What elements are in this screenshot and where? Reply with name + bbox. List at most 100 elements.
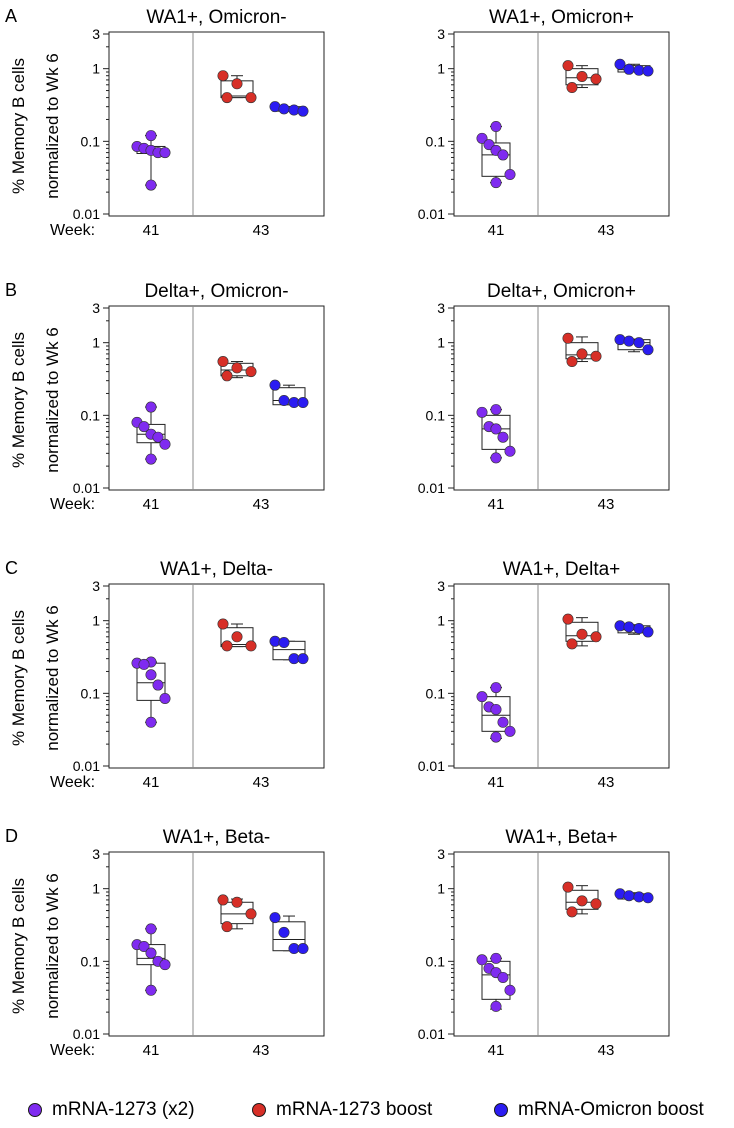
- data-point: [504, 984, 516, 996]
- data-point: [476, 691, 488, 703]
- plot-frame: [108, 305, 325, 491]
- panel-title: Delta+, Omicron+: [487, 281, 636, 302]
- panel-title: WA1+, Delta-: [160, 559, 273, 580]
- week-axis-label: Week:: [50, 1042, 95, 1059]
- x-tick-label: 41: [143, 1042, 160, 1059]
- data-point: [476, 406, 488, 418]
- data-point: [490, 423, 502, 435]
- panel-title: WA1+, Omicron-: [146, 7, 286, 28]
- y-tick-label: 3: [92, 578, 100, 594]
- legend-item-mrna-1273-x2: mRNA-1273 (x2): [28, 1099, 195, 1121]
- data-point: [566, 356, 578, 368]
- data-point: [217, 618, 229, 630]
- data-point: [245, 640, 257, 652]
- data-point: [497, 971, 509, 983]
- series-mrna-1273-x2: [476, 404, 516, 464]
- y-tick-label: 0.1: [81, 407, 101, 423]
- data-point: [159, 147, 171, 159]
- series-mrna-1273-boost: [217, 618, 257, 652]
- data-point: [576, 628, 588, 640]
- data-point: [476, 132, 488, 144]
- data-point: [562, 881, 574, 893]
- data-point: [490, 177, 502, 189]
- panel-letter: A: [5, 6, 17, 26]
- data-point: [221, 370, 233, 382]
- series-mrna-1273-boost: [562, 881, 602, 918]
- data-point: [614, 888, 626, 900]
- panel-letter: B: [5, 280, 17, 300]
- legend-label: mRNA-1273 (x2): [52, 1099, 195, 1120]
- panel-wa1-delta: C WA1+, Delta- 0.01 0.1 1 3 41 43 Week: % Memory …: [5, 558, 325, 791]
- data-point: [297, 105, 309, 117]
- data-point: [245, 908, 257, 920]
- data-point: [221, 92, 233, 104]
- x-tick-label: 43: [253, 222, 270, 239]
- legend-label: mRNA-Omicron boost: [518, 1099, 704, 1120]
- data-point: [221, 640, 233, 652]
- x-tick-label: 43: [253, 1042, 270, 1059]
- series-mrna-1273-boost: [217, 894, 257, 933]
- series-mrna-1273-x2: [131, 923, 171, 996]
- legend-item-mrna-1273-boost: mRNA-1273 boost: [252, 1099, 432, 1121]
- series-mrna-omicron-boost: [269, 101, 309, 117]
- data-point: [490, 452, 502, 464]
- series-mrna-omicron-boost: [269, 379, 309, 409]
- y-axis-label: normalized to Wk 6: [43, 605, 62, 751]
- y-tick-label: 0.1: [81, 685, 101, 701]
- series-mrna-1273-boost: [562, 332, 602, 368]
- panel-wa1-omicron: WA1+, Omicron+ 0.01 0.1 1 3 41 43: [418, 7, 670, 239]
- legend-marker-mrna-1273-x2: [28, 1103, 42, 1117]
- data-point: [504, 445, 516, 457]
- y-tick-label: 1: [437, 335, 445, 351]
- data-point: [642, 65, 654, 77]
- data-point: [138, 421, 150, 433]
- data-point: [590, 350, 602, 362]
- panel-letter: D: [5, 826, 18, 846]
- y-tick-label: 3: [92, 26, 100, 42]
- data-point: [245, 366, 257, 378]
- data-point: [633, 337, 645, 349]
- data-point: [152, 431, 164, 443]
- data-point: [623, 63, 635, 75]
- series-mrna-omicron-boost: [614, 334, 654, 356]
- data-point: [297, 653, 309, 665]
- data-point: [566, 906, 578, 918]
- data-point: [642, 344, 654, 356]
- data-point: [231, 362, 243, 374]
- data-point: [566, 638, 578, 650]
- plot-frame: [453, 583, 670, 769]
- panel-letter: C: [5, 558, 18, 578]
- y-tick-label: 3: [437, 846, 445, 862]
- y-tick-label: 3: [92, 300, 100, 316]
- figure-canvas: A WA1+, Omicron- 0.01 0.1 1 3 41 43 Week: % Memor…: [5, 6, 670, 1059]
- data-point: [159, 959, 171, 971]
- data-point: [476, 954, 488, 966]
- series-mrna-1273-x2: [476, 121, 516, 189]
- data-point: [269, 379, 281, 391]
- data-point: [504, 725, 516, 737]
- legend-marker-mrna-1273-boost: [252, 1103, 266, 1117]
- y-axis-label: normalized to Wk 6: [43, 327, 62, 473]
- data-point: [590, 631, 602, 643]
- plot-frame: [453, 305, 670, 491]
- x-tick-label: 43: [253, 496, 270, 513]
- data-point: [623, 335, 635, 347]
- data-point: [159, 438, 171, 450]
- data-point: [145, 130, 157, 142]
- y-tick-label: 3: [437, 578, 445, 594]
- panel-delta-omicron: Delta+, Omicron+ 0.01 0.1 1 3 41 43: [418, 281, 670, 513]
- data-point: [642, 892, 654, 904]
- data-point: [497, 431, 509, 443]
- data-point: [566, 82, 578, 94]
- data-point: [145, 923, 157, 935]
- y-axis-label: % Memory B cells: [9, 878, 28, 1014]
- data-point: [145, 669, 157, 681]
- plot-frame: [108, 31, 325, 217]
- data-point: [490, 952, 502, 964]
- series-mrna-1273-x2: [476, 682, 516, 743]
- x-tick-label: 41: [488, 774, 505, 791]
- y-tick-label: 0.01: [73, 758, 100, 774]
- y-tick-label: 0.01: [418, 758, 445, 774]
- data-point: [278, 395, 290, 407]
- y-tick-label: 1: [92, 335, 100, 351]
